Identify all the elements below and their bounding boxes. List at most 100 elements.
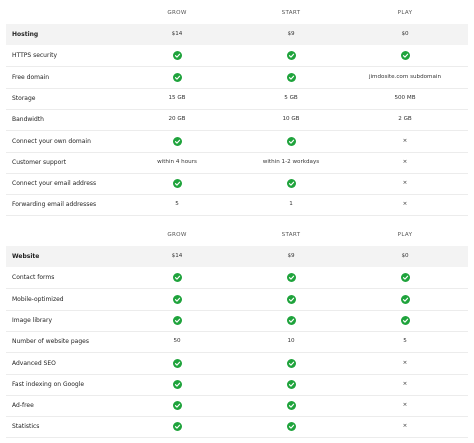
cell bbox=[120, 51, 234, 61]
check-icon bbox=[172, 358, 182, 368]
cell bbox=[234, 401, 348, 411]
cell-value: 50 bbox=[173, 338, 181, 345]
feature-row: Customer support within 4 hours within 1-2… bbox=[6, 152, 468, 174]
feature-row: Statistics × bbox=[6, 416, 468, 439]
cell bbox=[348, 51, 462, 61]
check-icon bbox=[286, 315, 296, 325]
cell-value: × bbox=[402, 137, 408, 144]
feature-row: Fast indexing on Google × bbox=[6, 374, 468, 396]
cell bbox=[234, 273, 348, 283]
cell-value: $9 bbox=[287, 31, 295, 37]
feature-label: Fast indexing on Google bbox=[12, 380, 85, 388]
cell-value: 15 GB bbox=[168, 94, 186, 101]
cell-value: within 1-2 workdays bbox=[262, 158, 320, 165]
cell-value: × bbox=[402, 201, 408, 208]
check-icon bbox=[172, 422, 182, 432]
feature-row: Number of website pages 50 10 5 bbox=[6, 331, 468, 354]
cell bbox=[348, 273, 462, 283]
cell-value: 10 GB bbox=[282, 116, 300, 123]
header-row: GROW START PLAY bbox=[6, 4, 468, 24]
cell-value: × bbox=[402, 402, 408, 409]
cell bbox=[120, 358, 234, 368]
cell bbox=[234, 72, 348, 82]
plan-name: PLAY bbox=[397, 10, 413, 16]
cell bbox=[120, 315, 234, 325]
check-icon bbox=[172, 179, 182, 189]
plan-name: GROW bbox=[167, 10, 187, 16]
check-icon bbox=[400, 315, 410, 325]
feature-row: Advanced SEO × bbox=[6, 353, 468, 375]
cell-value: 5 bbox=[175, 201, 179, 208]
cell-value: 1 bbox=[289, 201, 293, 208]
check-icon bbox=[172, 315, 182, 325]
feature-row: Storage 15 GB 5 GB 500 MB bbox=[6, 88, 468, 110]
cell-value: 5 bbox=[403, 338, 407, 345]
cell bbox=[234, 315, 348, 325]
feature-label: Storage bbox=[12, 94, 36, 102]
cell-value: × bbox=[402, 359, 408, 366]
feature-label: Connect your own domain bbox=[12, 137, 91, 145]
feature-label: Statistics bbox=[12, 423, 40, 431]
feature-label: Number of website pages bbox=[12, 338, 89, 346]
cell bbox=[234, 358, 348, 368]
feature-row: HTTPS security bbox=[6, 45, 468, 68]
section-row: Hosting $14 $9 $0 bbox=[6, 24, 468, 45]
check-icon bbox=[172, 379, 182, 389]
feature-label: Hosting bbox=[12, 31, 39, 38]
feature-label: Website bbox=[12, 253, 40, 260]
cell-value: × bbox=[402, 158, 408, 165]
section-row: Website $14 $9 $0 bbox=[6, 246, 468, 267]
feature-label: Connect your email address bbox=[12, 180, 97, 188]
check-icon bbox=[286, 379, 296, 389]
cell-value: $14 bbox=[171, 31, 183, 37]
check-icon bbox=[400, 51, 410, 61]
check-icon bbox=[172, 72, 182, 82]
cell-value: $0 bbox=[401, 31, 409, 37]
feature-label: HTTPS security bbox=[12, 52, 58, 60]
plan-name: PLAY bbox=[397, 232, 413, 238]
cell-value: 10 bbox=[287, 338, 295, 345]
check-icon bbox=[400, 294, 410, 304]
cell-value: jimdosite.com subdomain bbox=[368, 73, 442, 80]
feature-label: Image library bbox=[12, 316, 53, 324]
feature-row: Contact forms bbox=[6, 267, 468, 290]
header-row: GROW START PLAY bbox=[6, 226, 468, 246]
cell bbox=[348, 294, 462, 304]
cell bbox=[120, 136, 234, 146]
cell bbox=[120, 422, 234, 432]
feature-label: Free domain bbox=[12, 73, 50, 81]
feature-label: Customer support bbox=[12, 158, 67, 166]
plan-name: START bbox=[281, 10, 301, 16]
feature-label: Advanced SEO bbox=[12, 359, 56, 367]
check-icon bbox=[172, 401, 182, 411]
plan-name: GROW bbox=[167, 232, 187, 238]
check-icon bbox=[286, 401, 296, 411]
cell bbox=[234, 422, 348, 432]
cell bbox=[234, 179, 348, 189]
check-icon bbox=[286, 136, 296, 146]
feature-label: Mobile-optimized bbox=[12, 295, 64, 303]
check-icon bbox=[286, 72, 296, 82]
cell bbox=[120, 401, 234, 411]
cell-value: × bbox=[402, 423, 408, 430]
cell-value: 500 MB bbox=[394, 94, 416, 101]
check-icon bbox=[172, 294, 182, 304]
cell-value: $14 bbox=[171, 253, 183, 259]
check-icon bbox=[286, 358, 296, 368]
check-icon bbox=[172, 136, 182, 146]
cell bbox=[234, 136, 348, 146]
cell-value: 2 GB bbox=[398, 116, 412, 123]
check-icon bbox=[286, 294, 296, 304]
check-icon bbox=[286, 273, 296, 283]
cell bbox=[120, 179, 234, 189]
cell-value: × bbox=[402, 180, 408, 187]
cell bbox=[120, 294, 234, 304]
feature-row: Connect your email address × bbox=[6, 173, 468, 196]
cell bbox=[234, 51, 348, 61]
feature-row: Free domain jimdosite.com subdomain bbox=[6, 67, 468, 89]
feature-row: Mobile-optimized bbox=[6, 289, 468, 311]
cell bbox=[120, 72, 234, 82]
check-icon bbox=[286, 422, 296, 432]
check-icon bbox=[400, 273, 410, 283]
